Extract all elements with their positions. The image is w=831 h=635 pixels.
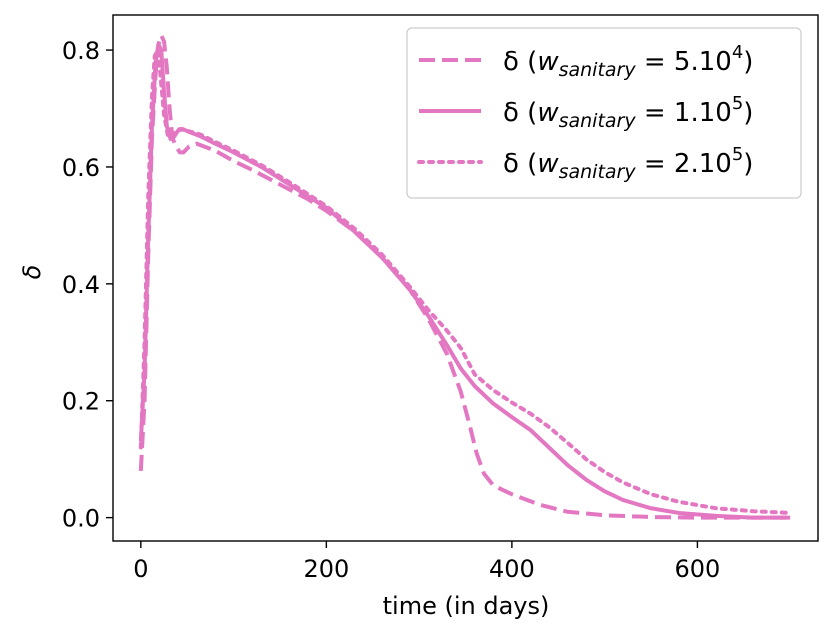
x-tick-label: 0 bbox=[133, 555, 148, 583]
series-line-solid bbox=[138, 42, 791, 520]
plot-frame bbox=[112, 14, 819, 542]
x-tick-label: 200 bbox=[303, 555, 349, 583]
y-tick-label: 0.6 bbox=[62, 154, 100, 182]
y-tick-label: 0.0 bbox=[62, 505, 100, 533]
legend-label: δ (wsanitary = 2.105) bbox=[503, 144, 753, 183]
series-line-dotted bbox=[138, 48, 793, 515]
legend-label: δ (wsanitary = 1.105) bbox=[503, 93, 753, 132]
x-tick-label: 400 bbox=[489, 555, 535, 583]
y-tick-label: 0.2 bbox=[62, 388, 100, 416]
legend-box bbox=[406, 27, 802, 199]
y-tick-label: 0.4 bbox=[62, 271, 100, 299]
y-tick-label: 0.8 bbox=[62, 37, 100, 65]
x-axis-label: time (in days) bbox=[383, 592, 550, 620]
series-line-dashed bbox=[138, 33, 791, 520]
x-axis-ticks: 0 200 400 600 bbox=[133, 541, 720, 583]
y-axis-label: δ bbox=[18, 265, 46, 280]
legend: δ (wsanitary = 5.104) δ (wsanitary = 1.10… bbox=[406, 27, 802, 199]
series-layer bbox=[138, 33, 793, 520]
legend-label: δ (wsanitary = 5.104) bbox=[503, 42, 753, 81]
legend-entries: δ (wsanitary = 5.104) δ (wsanitary = 1.10… bbox=[417, 42, 753, 183]
y-axis-ticks: 0.0 0.2 0.4 0.6 0.8 bbox=[62, 37, 113, 533]
x-tick-label: 600 bbox=[675, 555, 721, 583]
